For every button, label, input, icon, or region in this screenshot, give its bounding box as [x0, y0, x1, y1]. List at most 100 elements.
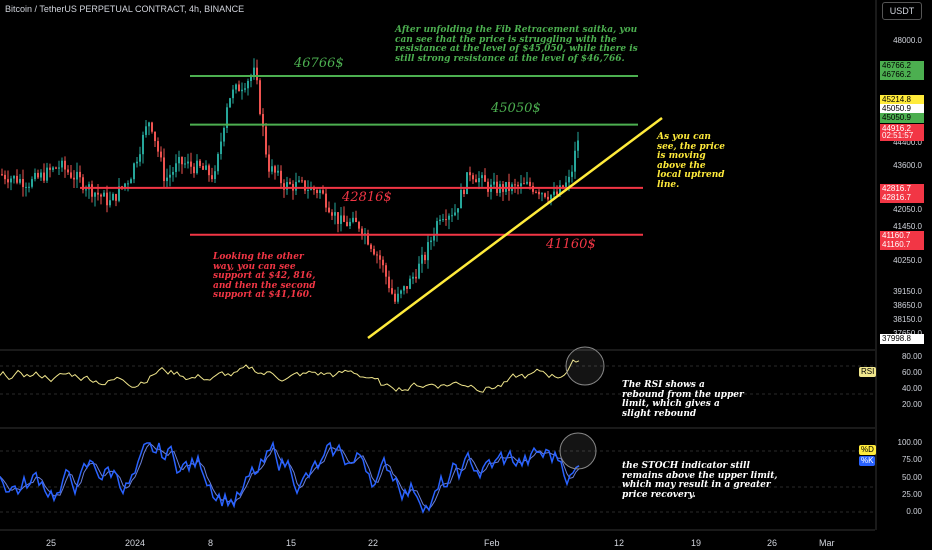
candle-body [523, 183, 525, 185]
candle-body [217, 154, 219, 172]
stoch-tick: 100.00 [897, 438, 922, 447]
candle-body [574, 150, 576, 172]
candle-body [73, 177, 75, 180]
candle-body [169, 174, 171, 178]
candle-body [484, 175, 486, 182]
candle-body [184, 163, 186, 165]
price-tick: 38650.0 [893, 300, 922, 310]
candle-body [565, 182, 567, 189]
rsi-tick: 60.00 [901, 368, 922, 377]
stoch-tick: 50.00 [901, 472, 922, 482]
candle-body [517, 184, 519, 187]
candle-body [541, 193, 543, 195]
candle-body [19, 178, 21, 183]
candle-body [400, 290, 402, 294]
stoch-k-line [0, 440, 580, 514]
candle-body [157, 141, 159, 152]
candle-body [394, 293, 396, 302]
candle-body [13, 175, 15, 179]
price-tick: 44400.0 [893, 138, 922, 147]
candle-body [445, 219, 447, 221]
candle-body [370, 244, 372, 249]
candle-body [34, 172, 36, 180]
candle-body [436, 221, 438, 236]
candle-body [139, 154, 141, 162]
candle-body [475, 179, 477, 183]
price-tag: 46766.2 [880, 61, 924, 71]
candle-body [166, 177, 168, 182]
candle-body [487, 181, 489, 192]
candle-body [85, 189, 87, 191]
candle-body [316, 189, 318, 194]
candle-body [550, 194, 552, 200]
rsi-highlight [565, 346, 605, 386]
price-tag: 44916.2 [880, 124, 924, 134]
candle-body [220, 141, 222, 155]
candle-body [91, 184, 93, 197]
price-tick: 43600.0 [893, 160, 922, 170]
uptrend-annotation: As you can see, the price is moving abov… [657, 132, 726, 190]
candle-body [439, 219, 441, 222]
candles [1, 58, 579, 304]
level-label-45050: 45050$ [491, 101, 541, 116]
candle-body [355, 217, 357, 223]
candle-body [520, 183, 522, 187]
candle-body [361, 228, 363, 235]
stoch-highlight [559, 432, 597, 470]
candle-body [325, 193, 327, 208]
grid [0, 0, 877, 531]
candle-body [289, 182, 291, 184]
candle-body [76, 171, 78, 180]
rsi-label: RSI [859, 367, 877, 377]
candle-body [481, 175, 483, 179]
candle-body [334, 212, 336, 216]
stoch-k-label: %K [859, 456, 876, 466]
candle-body [358, 222, 360, 229]
candle-body [67, 169, 69, 173]
rsi-tick: 20.00 [901, 400, 922, 409]
candle-body [112, 193, 114, 201]
candle-body [514, 184, 516, 186]
candle-body [241, 89, 243, 92]
candle-body [118, 186, 120, 201]
candle-body [52, 167, 54, 170]
candle-body [31, 179, 33, 187]
price-tick: 40250.0 [893, 255, 922, 265]
candle-body [229, 98, 231, 108]
rsi-tick: 40.00 [901, 384, 922, 393]
candle-body [283, 183, 285, 190]
candle-body [259, 80, 261, 114]
candle-body [22, 178, 24, 188]
price-tag: 45214.8 [880, 95, 924, 105]
candle-body [148, 122, 150, 127]
price-tag: 46766.2 [880, 70, 924, 80]
candle-body [211, 175, 213, 180]
candle-body [196, 160, 198, 174]
levels [80, 74, 663, 340]
candle-body [388, 276, 390, 289]
candle-body [25, 186, 27, 188]
candle-body [286, 182, 288, 190]
candle-body [142, 134, 144, 155]
price-tag: 42816.7 [880, 193, 924, 203]
currency-button[interactable]: USDT [882, 2, 922, 20]
candle-body [262, 113, 264, 127]
price-tick: 39150.0 [893, 286, 922, 296]
time-tick: 19 [691, 538, 702, 548]
candle-body [535, 191, 537, 193]
price-tick: 41450.0 [893, 221, 922, 231]
candle-body [556, 191, 558, 195]
candle-body [100, 194, 102, 197]
candle-body [343, 215, 345, 222]
candle-body [376, 254, 378, 256]
candle-body [346, 221, 348, 227]
candle-body [223, 127, 225, 142]
candle-body [103, 192, 105, 197]
price-tag: 37998.8 [880, 334, 924, 344]
candle-body [88, 184, 90, 190]
candle-body [457, 208, 459, 213]
price-tick: 48000.0 [893, 36, 922, 45]
candle-body [493, 181, 495, 185]
candle-body [235, 84, 237, 90]
